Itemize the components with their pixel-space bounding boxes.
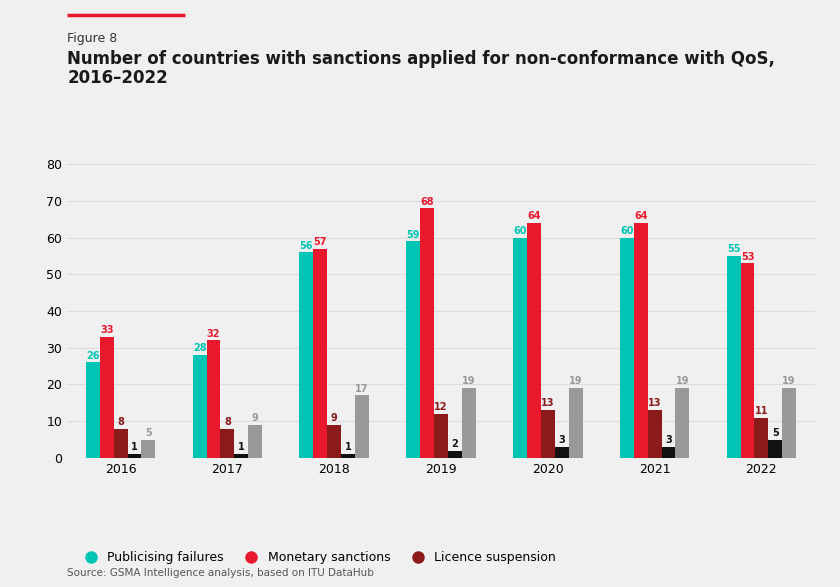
Bar	[782, 388, 796, 458]
Bar	[355, 396, 369, 458]
Bar	[192, 355, 207, 458]
Bar	[420, 208, 434, 458]
Text: 19: 19	[569, 376, 582, 386]
Bar	[569, 388, 582, 458]
Text: 64: 64	[634, 211, 648, 221]
Bar	[328, 425, 341, 458]
Text: Source: GSMA Intelligence analysis, based on ITU DataHub: Source: GSMA Intelligence analysis, base…	[67, 568, 374, 578]
Text: 2016–2022: 2016–2022	[67, 69, 168, 87]
Bar	[407, 241, 420, 458]
Bar	[234, 454, 249, 458]
Text: 12: 12	[434, 402, 448, 412]
Bar	[727, 256, 741, 458]
Text: 2: 2	[452, 438, 459, 448]
Bar	[675, 388, 690, 458]
Text: 13: 13	[541, 399, 554, 409]
Text: 56: 56	[300, 241, 313, 251]
Text: 3: 3	[665, 435, 672, 445]
Text: 26: 26	[86, 350, 100, 360]
Text: 1: 1	[131, 443, 138, 453]
Bar	[113, 429, 128, 458]
Text: Figure 8: Figure 8	[67, 32, 118, 45]
Bar	[207, 340, 220, 458]
Text: 28: 28	[193, 343, 207, 353]
Bar	[633, 223, 648, 458]
Bar	[754, 417, 769, 458]
Bar	[341, 454, 355, 458]
Text: 19: 19	[462, 376, 475, 386]
Bar	[128, 454, 141, 458]
Bar	[620, 238, 633, 458]
Text: 57: 57	[313, 237, 327, 247]
Bar	[554, 447, 569, 458]
Text: 32: 32	[207, 329, 220, 339]
Bar	[434, 414, 448, 458]
Bar	[448, 451, 462, 458]
Bar	[300, 252, 313, 458]
Text: 60: 60	[620, 226, 633, 236]
Text: 68: 68	[420, 197, 434, 207]
Text: 13: 13	[648, 399, 661, 409]
Bar	[527, 223, 541, 458]
Bar	[513, 238, 527, 458]
Text: 60: 60	[513, 226, 527, 236]
Text: Number of countries with sanctions applied for non-conformance with QoS,: Number of countries with sanctions appli…	[67, 50, 775, 68]
Bar	[462, 388, 475, 458]
Bar	[769, 440, 782, 458]
Bar	[100, 337, 113, 458]
Bar	[662, 447, 675, 458]
Text: 5: 5	[145, 428, 152, 438]
Bar	[249, 425, 262, 458]
Text: 17: 17	[355, 384, 369, 394]
Text: 9: 9	[331, 413, 338, 423]
Bar	[541, 410, 554, 458]
Text: 9: 9	[252, 413, 259, 423]
Bar	[313, 249, 328, 458]
Bar	[86, 362, 100, 458]
Text: 55: 55	[727, 244, 740, 254]
Text: 53: 53	[741, 252, 754, 262]
Text: 19: 19	[782, 376, 796, 386]
Text: 64: 64	[528, 211, 541, 221]
Bar	[220, 429, 234, 458]
Text: 19: 19	[675, 376, 689, 386]
Bar	[648, 410, 662, 458]
Text: 8: 8	[224, 417, 231, 427]
Text: 33: 33	[100, 325, 113, 335]
Text: 1: 1	[238, 443, 244, 453]
Bar	[741, 264, 754, 458]
Text: 3: 3	[559, 435, 565, 445]
Bar	[141, 440, 155, 458]
Text: 1: 1	[344, 443, 351, 453]
Text: 8: 8	[117, 417, 124, 427]
Text: 5: 5	[772, 428, 779, 438]
Text: 11: 11	[754, 406, 768, 416]
Text: 59: 59	[407, 230, 420, 239]
